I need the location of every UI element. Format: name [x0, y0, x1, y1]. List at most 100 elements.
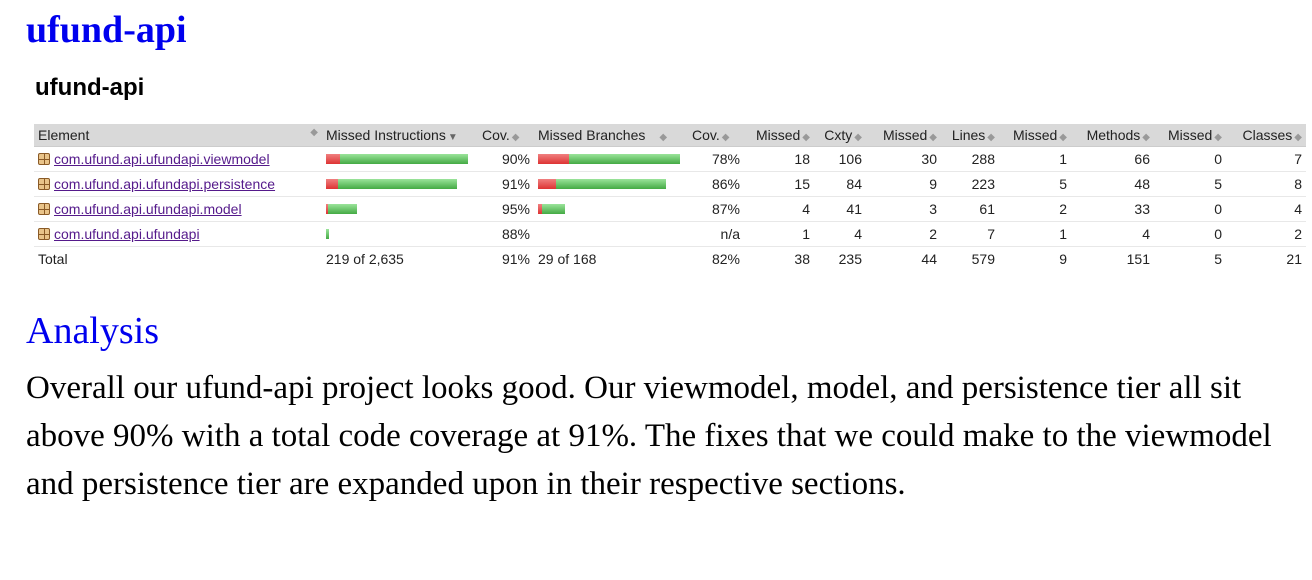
lines: 7: [941, 221, 999, 247]
methods: 66: [1071, 146, 1154, 172]
header-lines[interactable]: Lines ◆: [941, 124, 999, 147]
total-classes: 21: [1286, 251, 1302, 267]
package-icon: [38, 153, 50, 165]
table-row: com.ufund.api.ufundapi 88% n/a 1 4 2 7 1…: [34, 221, 1306, 247]
branches-coverage-bar: [538, 179, 684, 189]
coverage-table: Element ◆ Missed Instructions ▼ Cov. ◆ Miss…: [34, 124, 1306, 271]
sort-icon: ◆: [659, 132, 668, 143]
total-label: Total: [38, 251, 68, 267]
lines: 223: [941, 171, 999, 197]
branches-bar-cell: [534, 221, 688, 247]
missed-complexity: 18: [744, 146, 814, 172]
classes: 7: [1226, 146, 1306, 172]
missed-segment: [326, 204, 328, 214]
report-title: ufund-api: [35, 74, 145, 101]
header-element[interactable]: Element ◆: [34, 124, 322, 147]
classes: 4: [1226, 196, 1306, 222]
element-cell: com.ufund.api.ufundapi: [34, 221, 322, 247]
header-classes[interactable]: Classes ◆: [1226, 124, 1306, 147]
total-missed-classes: 5: [1214, 251, 1222, 267]
total-missed-complexity: 38: [794, 251, 810, 267]
methods: 33: [1071, 196, 1154, 222]
branches-coverage-bar: [538, 204, 684, 214]
package-icon: [38, 228, 50, 240]
missed-methods: 5: [999, 171, 1071, 197]
total-complexity: 235: [838, 251, 862, 267]
header-missed-methods[interactable]: Missed ◆: [999, 124, 1071, 147]
package-icon: [38, 178, 50, 190]
package-link[interactable]: com.ufund.api.ufundapi: [54, 226, 200, 242]
sort-icon: ◆: [929, 132, 937, 143]
covered-segment: [340, 154, 468, 164]
sort-icon: ◆: [1214, 132, 1222, 143]
package-link[interactable]: com.ufund.api.ufundapi.persistence: [54, 176, 276, 192]
instructions-coverage-bar: [326, 204, 474, 214]
missed-lines: 3: [866, 196, 941, 222]
element-cell: com.ufund.api.ufundapi.viewmodel: [34, 146, 322, 172]
missed-classes: 0: [1154, 146, 1226, 172]
instructions-bar-cell: [322, 146, 478, 172]
sort-icon: ◆: [1294, 132, 1302, 143]
total-branches-coverage: 82%: [711, 251, 740, 267]
header-instructions-coverage[interactable]: Cov. ◆: [478, 124, 534, 147]
missed-lines: 30: [866, 146, 941, 172]
analysis-heading: Analysis: [26, 310, 159, 352]
complexity: 41: [814, 196, 866, 222]
header-missed-complexity[interactable]: Missed ◆: [744, 124, 814, 147]
page-title: ufund-api: [26, 9, 187, 51]
missed-classes: 0: [1154, 196, 1226, 222]
header-branches-coverage[interactable]: Cov. ◆: [688, 124, 744, 147]
sort-icon: ◆: [987, 132, 995, 143]
missed-methods: 2: [999, 196, 1071, 222]
methods: 4: [1071, 221, 1154, 247]
sort-descending-icon: ▼: [447, 132, 458, 143]
classes: 8: [1226, 171, 1306, 197]
instructions-bar-cell: [322, 221, 478, 247]
instructions-coverage: 95%: [478, 196, 534, 222]
header-complexity[interactable]: Cxty ◆: [814, 124, 866, 147]
missed-classes: 0: [1154, 221, 1226, 247]
element-cell: com.ufund.api.ufundapi.persistence: [34, 171, 322, 197]
header-methods[interactable]: Methods ◆: [1071, 124, 1154, 147]
table-header-row: Element ◆ Missed Instructions ▼ Cov. ◆ Miss…: [34, 124, 1306, 147]
total-missed-instructions: 219 of 2,635: [326, 251, 404, 267]
covered-segment: [328, 204, 357, 214]
package-icon: [38, 203, 50, 215]
element-cell: com.ufund.api.ufundapi.model: [34, 196, 322, 222]
instructions-coverage-bar: [326, 179, 474, 189]
missed-lines: 2: [866, 221, 941, 247]
missed-segment: [326, 179, 338, 189]
instructions-bar-cell: [322, 196, 478, 222]
classes: 2: [1226, 221, 1306, 247]
total-missed-branches: 29 of 168: [538, 251, 597, 267]
sort-icon: ◆: [310, 127, 318, 138]
lines: 61: [941, 196, 999, 222]
branches-coverage: 87%: [688, 196, 744, 222]
sort-icon: ◆: [854, 132, 862, 143]
sort-icon: ◆: [511, 132, 520, 143]
branches-bar-cell: [534, 171, 688, 197]
branches-coverage: 86%: [688, 171, 744, 197]
sort-icon: ◆: [802, 132, 810, 143]
package-link[interactable]: com.ufund.api.ufundapi.viewmodel: [54, 151, 270, 167]
header-missed-classes[interactable]: Missed ◆: [1154, 124, 1226, 147]
lines: 288: [941, 146, 999, 172]
branches-coverage-bar: [538, 154, 684, 164]
header-missed-branches[interactable]: Missed Branches ◆: [534, 124, 688, 147]
total-missed-lines: 44: [921, 251, 937, 267]
missed-segment: [538, 179, 556, 189]
complexity: 4: [814, 221, 866, 247]
header-missed-lines[interactable]: Missed ◆: [866, 124, 941, 147]
instructions-coverage: 91%: [478, 171, 534, 197]
missed-methods: 1: [999, 146, 1071, 172]
complexity: 106: [814, 146, 866, 172]
covered-segment: [542, 204, 565, 214]
missed-methods: 1: [999, 221, 1071, 247]
package-link[interactable]: com.ufund.api.ufundapi.model: [54, 201, 242, 217]
covered-segment: [556, 179, 666, 189]
instructions-coverage-bar: [326, 229, 474, 239]
header-missed-instructions[interactable]: Missed Instructions ▼: [322, 124, 478, 147]
missed-complexity: 1: [744, 221, 814, 247]
analysis-paragraph: Overall our ufund-api project looks good…: [26, 370, 1272, 502]
covered-segment: [326, 229, 329, 239]
